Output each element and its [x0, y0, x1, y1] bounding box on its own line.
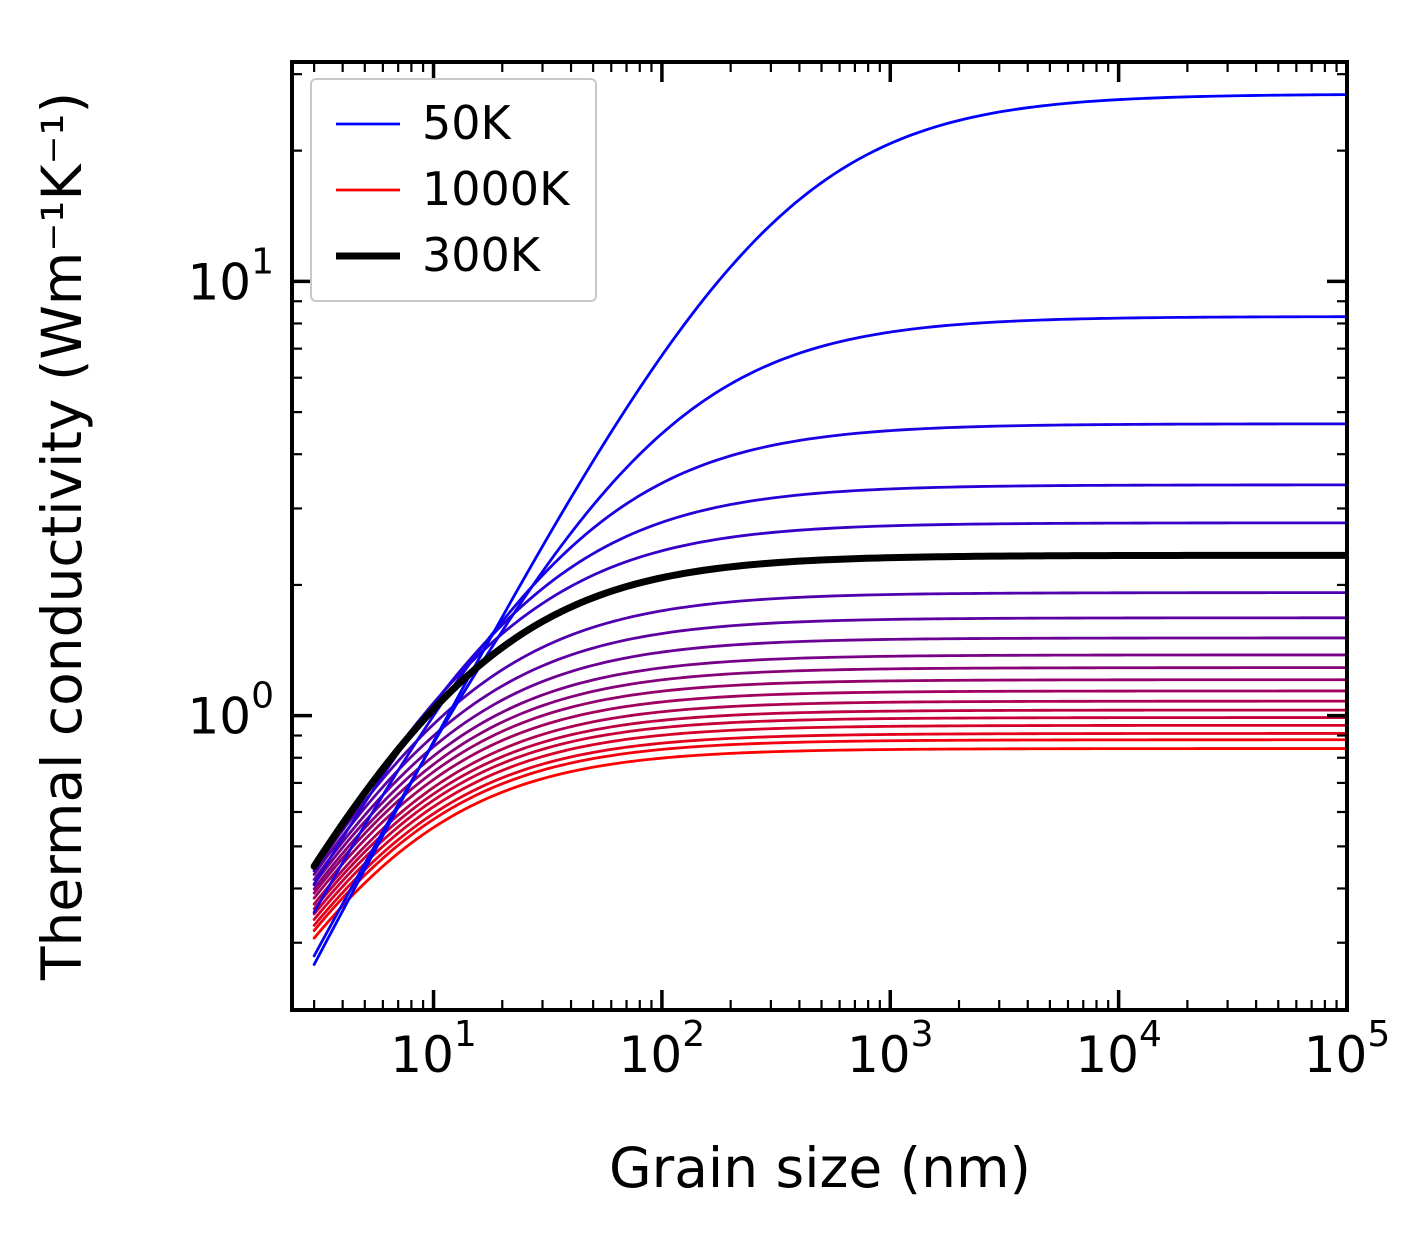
curve-850K: [312, 723, 1347, 921]
curve-800K: [312, 716, 1347, 916]
curve-750K: [312, 708, 1347, 911]
curve-50K: [312, 93, 1347, 966]
legend-label-1000k: 1000K: [422, 162, 570, 217]
x-tick-label: 103: [847, 1014, 934, 1084]
curve-950K: [312, 738, 1347, 932]
legend-label-50k: 50K: [422, 96, 511, 151]
x-tick-label: 105: [1304, 1014, 1391, 1084]
curve-350K: [312, 591, 1347, 873]
curve-300K: [310, 551, 1347, 870]
legend-line-1000k-icon: [336, 188, 400, 192]
legend-entry-1000k: 1000K: [332, 162, 569, 218]
legend-label-300k: 300K: [422, 228, 540, 283]
curve-550K: [312, 666, 1347, 891]
x-tick-label: 102: [619, 1014, 706, 1084]
legend-entry-50k: 50K: [332, 96, 569, 152]
curve-450K: [312, 636, 1347, 881]
legend-entry-300k: 300K: [332, 228, 569, 284]
y-tick-label: 101: [187, 241, 274, 311]
curve-250K: [312, 521, 1347, 873]
curve-500K: [312, 653, 1347, 886]
curve-650K: [312, 689, 1347, 900]
legend: 50K 1000K 300K: [310, 78, 598, 302]
curve-900K: [312, 732, 1347, 927]
curve-100K: [312, 315, 1347, 958]
curve-150K: [312, 422, 1347, 914]
x-tick-label: 101: [390, 1014, 477, 1084]
axes-spines: [290, 60, 1349, 1012]
curve-400K: [312, 616, 1347, 876]
y-tick-label: 100: [187, 676, 274, 746]
legend-line-300k-icon: [336, 252, 400, 260]
y-axis-label: Thermal conductivity (Wm⁻¹K⁻¹): [30, 91, 94, 981]
curve-600K: [312, 678, 1347, 895]
legend-line-50k-icon: [336, 122, 400, 126]
x-tick-label: 104: [1075, 1014, 1162, 1084]
curve-1000K: [312, 747, 1347, 940]
curve-700K: [312, 699, 1347, 906]
x-axis-label: Grain size (nm): [608, 1136, 1032, 1200]
